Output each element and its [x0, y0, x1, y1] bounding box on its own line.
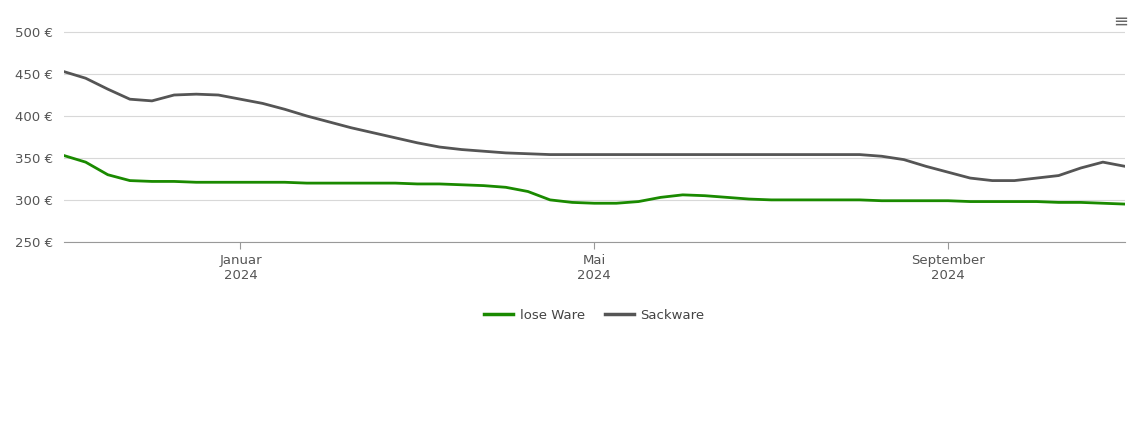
- Text: ≡: ≡: [1114, 13, 1129, 31]
- Legend: lose Ware, Sackware: lose Ware, Sackware: [479, 303, 710, 327]
